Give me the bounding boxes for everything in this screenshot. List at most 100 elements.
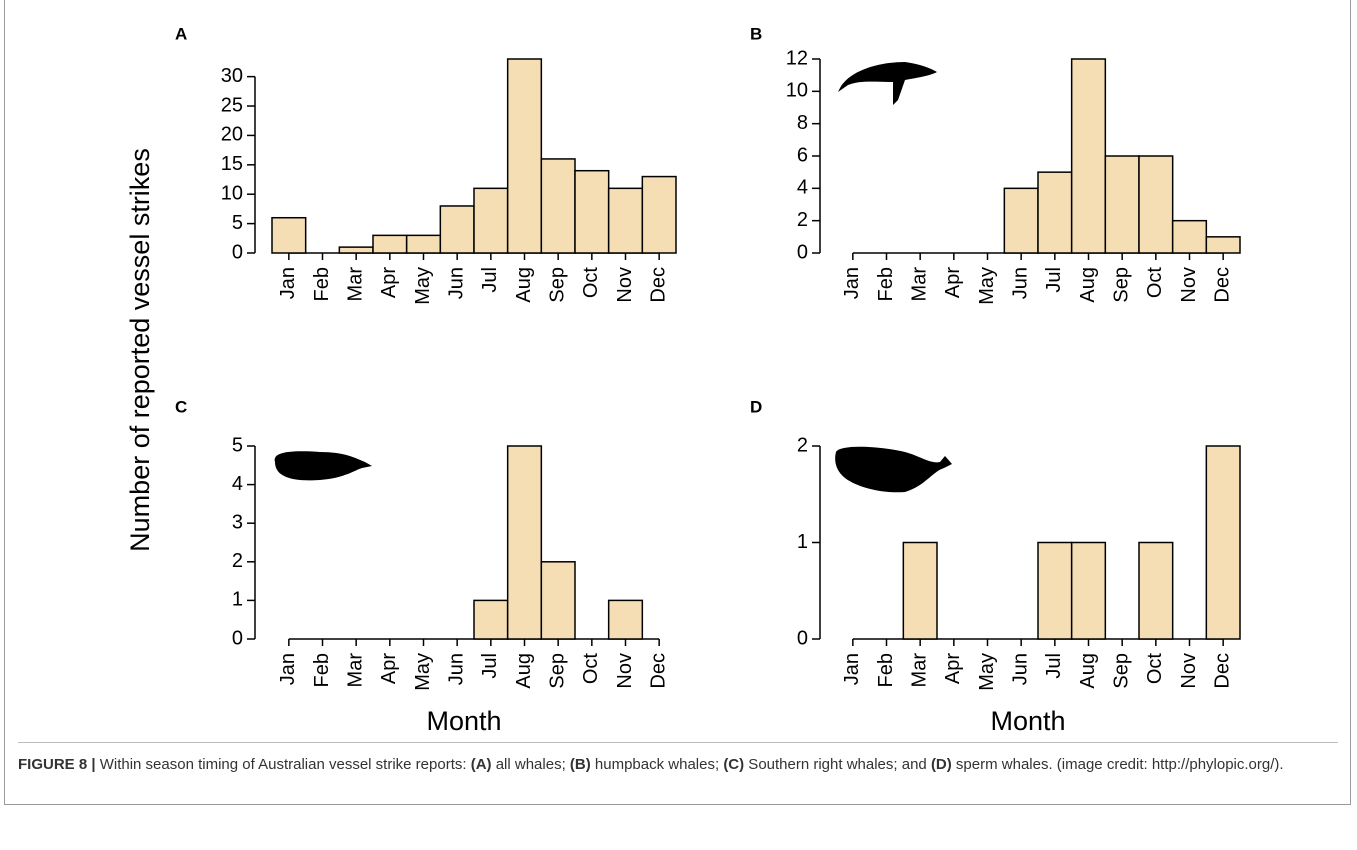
x-tick-label: Jan bbox=[277, 653, 299, 685]
bar bbox=[1205, 236, 1241, 254]
x-tick-label: Jun bbox=[1009, 267, 1031, 299]
y-tick-label: 10 bbox=[786, 80, 808, 102]
bar bbox=[540, 561, 576, 640]
x-tick-label: Dec bbox=[1211, 267, 1233, 303]
y-axis-label: Number of reported vessel strikes bbox=[125, 148, 155, 552]
x-tick-label: Mar bbox=[344, 653, 366, 688]
bar bbox=[1138, 541, 1174, 640]
x-tick-label: May bbox=[976, 267, 998, 305]
y-tick-label: 4 bbox=[232, 473, 243, 495]
x-tick-label: Jul bbox=[479, 267, 501, 293]
caption-text: sperm whales. (image credit: http://phyl… bbox=[951, 756, 1284, 773]
right-whale-icon bbox=[274, 451, 372, 481]
x-axis-label: Month bbox=[990, 706, 1065, 736]
y-tick-label: 1 bbox=[232, 589, 243, 611]
bar bbox=[506, 445, 543, 640]
bar bbox=[439, 205, 475, 254]
caption-text: (D) bbox=[930, 756, 952, 773]
bar bbox=[1037, 541, 1073, 640]
panel-letter: D bbox=[750, 397, 762, 416]
caption-text: (B) bbox=[569, 756, 591, 773]
x-tick-label: Apr bbox=[942, 267, 964, 298]
bar bbox=[1003, 187, 1039, 254]
bar bbox=[607, 599, 644, 640]
caption-text: Within season timing of Australian vesse… bbox=[95, 756, 471, 773]
bar bbox=[1205, 445, 1241, 640]
bar bbox=[641, 175, 677, 254]
x-tick-label: Jun bbox=[445, 267, 467, 299]
x-tick-label: Mar bbox=[908, 653, 930, 688]
x-tick-label: Jul bbox=[1043, 267, 1065, 293]
y-tick-label: 0 bbox=[232, 241, 243, 263]
panel-letter: C bbox=[175, 397, 187, 416]
y-tick-label: 20 bbox=[221, 124, 243, 146]
bar bbox=[372, 234, 408, 254]
x-tick-label: Jul bbox=[1043, 653, 1065, 679]
x-tick-label: Dec bbox=[1211, 653, 1233, 689]
x-tick-label: Jul bbox=[479, 653, 501, 679]
x-tick-label: Mar bbox=[344, 267, 366, 302]
x-tick-label: Oct bbox=[1144, 267, 1166, 299]
y-tick-label: 15 bbox=[221, 153, 243, 175]
x-tick-label: Aug bbox=[1077, 653, 1099, 689]
y-tick-label: 2 bbox=[797, 209, 808, 231]
x-tick-label: Nov bbox=[1178, 267, 1200, 303]
x-tick-label: Oct bbox=[580, 653, 602, 685]
bar bbox=[506, 58, 543, 254]
caption-text: Southern right whales; and bbox=[744, 756, 931, 773]
x-tick-label: Aug bbox=[513, 267, 535, 303]
bar bbox=[271, 216, 307, 254]
x-tick-label: Jan bbox=[277, 267, 299, 299]
x-tick-label: Feb bbox=[311, 653, 333, 687]
panel-letter: A bbox=[175, 24, 187, 43]
caption-text: FIGURE 8 | bbox=[18, 756, 96, 773]
x-tick-label: Sep bbox=[546, 653, 568, 689]
caption-rule bbox=[18, 742, 1338, 743]
y-tick-label: 8 bbox=[797, 112, 808, 134]
x-tick-label: Apr bbox=[942, 653, 964, 684]
bar bbox=[902, 541, 938, 640]
y-tick-label: 0 bbox=[797, 241, 808, 263]
y-tick-label: 2 bbox=[797, 434, 808, 456]
x-tick-label: Sep bbox=[1110, 653, 1132, 689]
bar bbox=[1138, 155, 1174, 254]
bar bbox=[1171, 219, 1208, 254]
x-tick-label: Nov bbox=[614, 653, 636, 689]
x-tick-label: Aug bbox=[513, 653, 535, 689]
x-tick-label: Jan bbox=[841, 653, 863, 685]
y-tick-label: 5 bbox=[232, 212, 243, 234]
y-tick-label: 30 bbox=[221, 65, 243, 87]
sperm-whale-icon bbox=[835, 446, 952, 493]
caption-text: humpback whales; bbox=[590, 756, 724, 773]
bar bbox=[405, 234, 442, 254]
x-tick-label: Nov bbox=[1178, 653, 1200, 689]
x-tick-label: Sep bbox=[1110, 267, 1132, 303]
y-tick-label: 0 bbox=[232, 627, 243, 649]
y-tick-label: 4 bbox=[797, 177, 808, 199]
x-tick-label: Apr bbox=[378, 267, 400, 298]
x-tick-label: Feb bbox=[875, 267, 897, 301]
bar bbox=[473, 187, 509, 254]
bar bbox=[1070, 541, 1107, 640]
x-tick-label: Jun bbox=[1009, 653, 1031, 685]
x-tick-label: May bbox=[976, 653, 998, 691]
y-tick-label: 1 bbox=[797, 531, 808, 553]
y-tick-label: 10 bbox=[221, 182, 243, 204]
bar bbox=[540, 158, 576, 254]
x-tick-label: Feb bbox=[311, 267, 333, 301]
x-tick-label: May bbox=[412, 267, 434, 305]
y-tick-label: 5 bbox=[232, 434, 243, 456]
panel-letter: B bbox=[750, 24, 762, 43]
x-tick-label: Dec bbox=[647, 653, 669, 689]
figure-frame bbox=[4, 0, 1351, 805]
bar bbox=[1037, 171, 1073, 254]
caption-text: (C) bbox=[723, 756, 745, 773]
x-tick-label: Sep bbox=[546, 267, 568, 303]
caption: FIGURE 8 | Within season timing of Austr… bbox=[18, 752, 1338, 777]
y-tick-label: 6 bbox=[797, 144, 808, 166]
x-tick-label: Oct bbox=[1144, 653, 1166, 685]
caption-text: all whales; bbox=[491, 756, 570, 773]
bar bbox=[574, 169, 610, 254]
x-tick-label: May bbox=[412, 653, 434, 691]
